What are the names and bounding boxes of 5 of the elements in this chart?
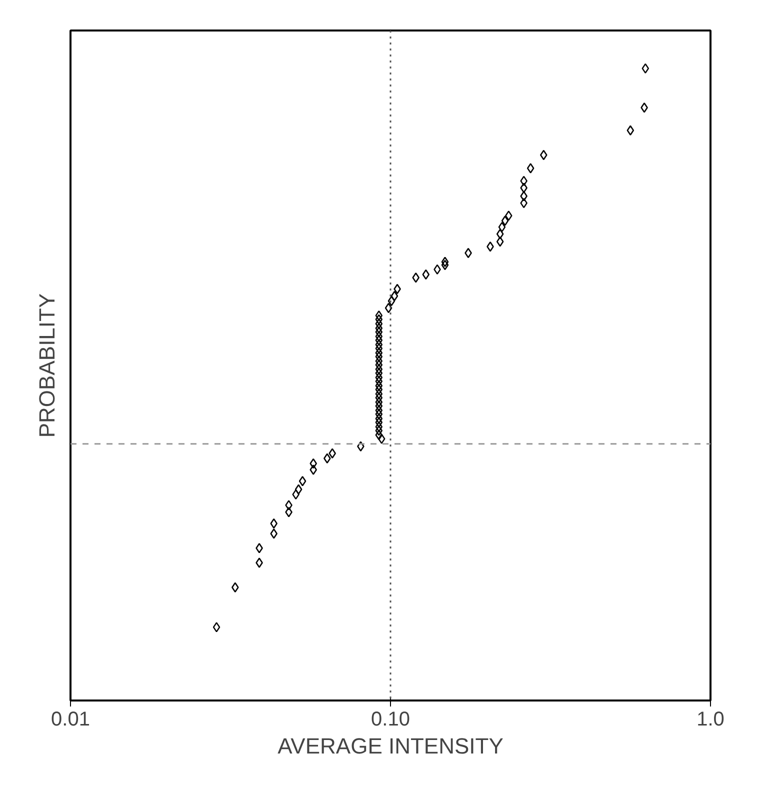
x-tick-label: 0.10 — [371, 708, 410, 730]
y-axis-title: PROBABILITY — [34, 293, 60, 438]
x-tick-label: 1.0 — [696, 708, 724, 730]
x-tick-label: 0.01 — [51, 708, 90, 730]
x-axis-title: AVERAGE INTENSITY — [278, 734, 504, 758]
